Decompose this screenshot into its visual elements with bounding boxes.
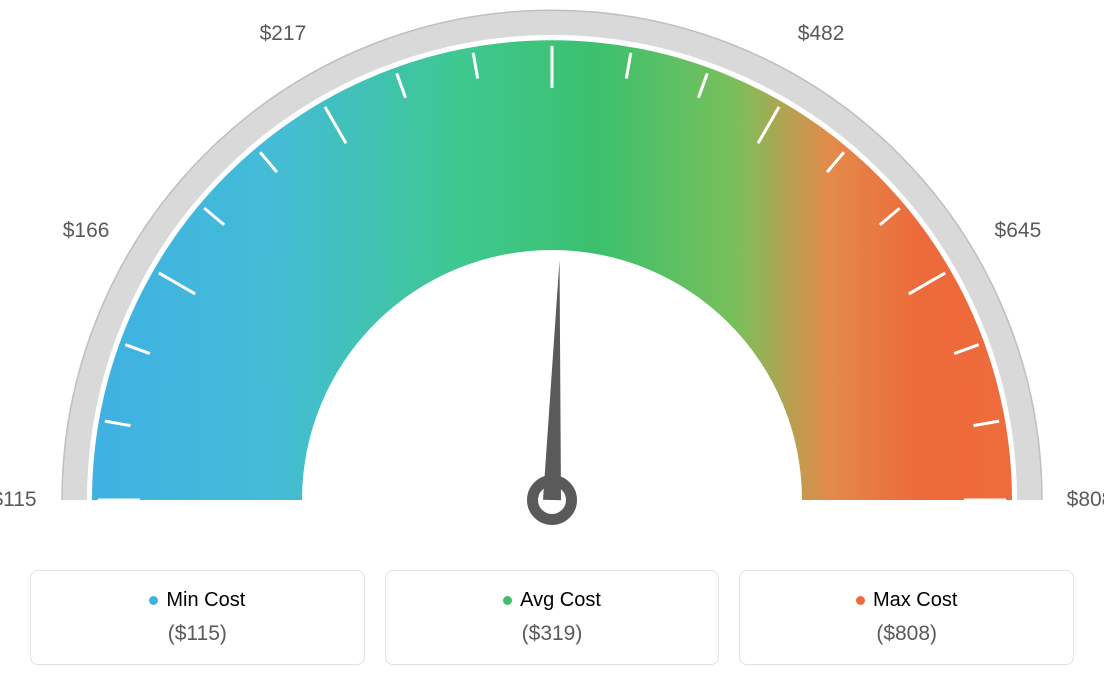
legend-card-min: Min Cost ($115) (30, 570, 365, 665)
gauge-tick-label: $166 (63, 219, 110, 243)
legend-dot-avg (503, 596, 512, 605)
legend-title-avg: Avg Cost (503, 589, 601, 612)
legend-label-min: Min Cost (166, 589, 245, 612)
gauge-tick-label: $482 (798, 22, 845, 46)
legend-label-max: Max Cost (873, 589, 957, 612)
gauge-area: $115$166$217$319$482$645$808 (0, 0, 1104, 560)
gauge-tick-label: $115 (0, 488, 37, 512)
legend-value-avg: ($319) (396, 622, 709, 646)
legend-label-avg: Avg Cost (520, 589, 601, 612)
legend-dot-max (856, 596, 865, 605)
legend-dot-min (149, 596, 158, 605)
gauge-tick-label: $645 (995, 219, 1042, 243)
legend-value-min: ($115) (41, 622, 354, 646)
cost-gauge-chart: $115$166$217$319$482$645$808 Min Cost ($… (0, 0, 1104, 690)
legend-title-max: Max Cost (856, 589, 957, 612)
gauge-tick-label: $217 (260, 22, 307, 46)
legend-title-min: Min Cost (149, 589, 245, 612)
legend-value-max: ($808) (750, 622, 1063, 646)
legend-card-avg: Avg Cost ($319) (385, 570, 720, 665)
gauge-tick-label: $808 (1067, 488, 1104, 512)
gauge-svg (0, 0, 1104, 560)
legend-card-max: Max Cost ($808) (739, 570, 1074, 665)
legend-row: Min Cost ($115) Avg Cost ($319) Max Cost… (0, 570, 1104, 665)
